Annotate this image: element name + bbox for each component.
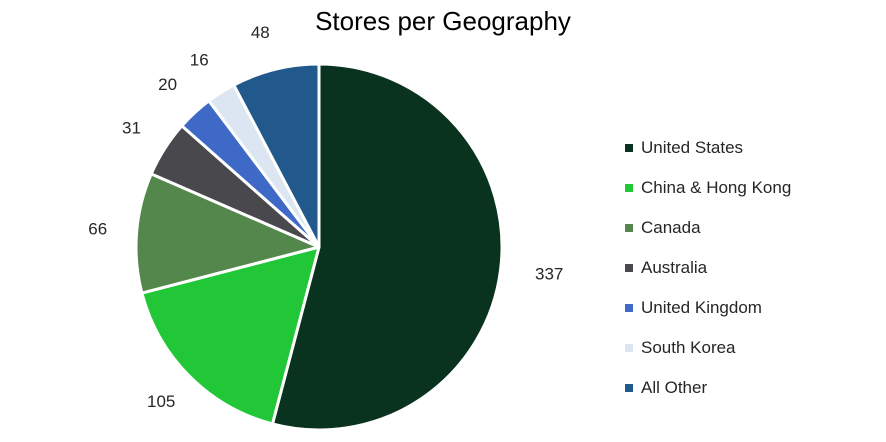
legend-label: Australia [641, 258, 708, 277]
legend-swatch [625, 184, 633, 192]
legend-swatch [625, 384, 633, 392]
legend-item: Canada [625, 208, 875, 248]
legend-swatch [625, 304, 633, 312]
legend-item: United Kingdom [625, 288, 875, 328]
legend-item: United States [625, 128, 875, 168]
pie-slice-china-hong-kong [140, 245, 321, 426]
legend-item: Australia [625, 248, 875, 288]
legend-swatch [625, 224, 633, 232]
chart-title: Stores per Geography [315, 6, 571, 36]
data-label-canada: 66 [88, 219, 107, 238]
pie-data-labels: 337 105 66 31 20 16 48 [88, 23, 563, 411]
legend-label: United States [641, 138, 744, 157]
pie-slices [134, 62, 504, 432]
legend-item: All Other [625, 368, 875, 408]
legend-label: Canada [641, 218, 701, 237]
legend-item: South Korea [625, 328, 875, 368]
legend-label: South Korea [641, 338, 736, 357]
legend-swatch [625, 344, 633, 352]
legend-label: China & Hong Kong [641, 178, 792, 197]
data-label-united-kingdom: 20 [158, 75, 177, 94]
data-label-china-hong-kong: 105 [147, 392, 175, 411]
data-label-united-states: 337 [535, 265, 563, 284]
pie-slice-canada [134, 172, 321, 295]
legend-swatch [625, 144, 633, 152]
pie-slice-united-states [270, 62, 504, 432]
chart-legend: United States China & Hong Kong Canada Aust… [625, 128, 875, 408]
legend-swatch [625, 264, 633, 272]
pie-slice-all-other [232, 62, 321, 249]
data-label-australia: 31 [122, 118, 141, 137]
data-label-all-other: 48 [251, 23, 270, 42]
legend-label: United Kingdom [641, 298, 762, 317]
legend-item: China & Hong Kong [625, 168, 875, 208]
data-label-south-korea: 16 [190, 51, 209, 70]
legend-label: All Other [641, 378, 708, 397]
